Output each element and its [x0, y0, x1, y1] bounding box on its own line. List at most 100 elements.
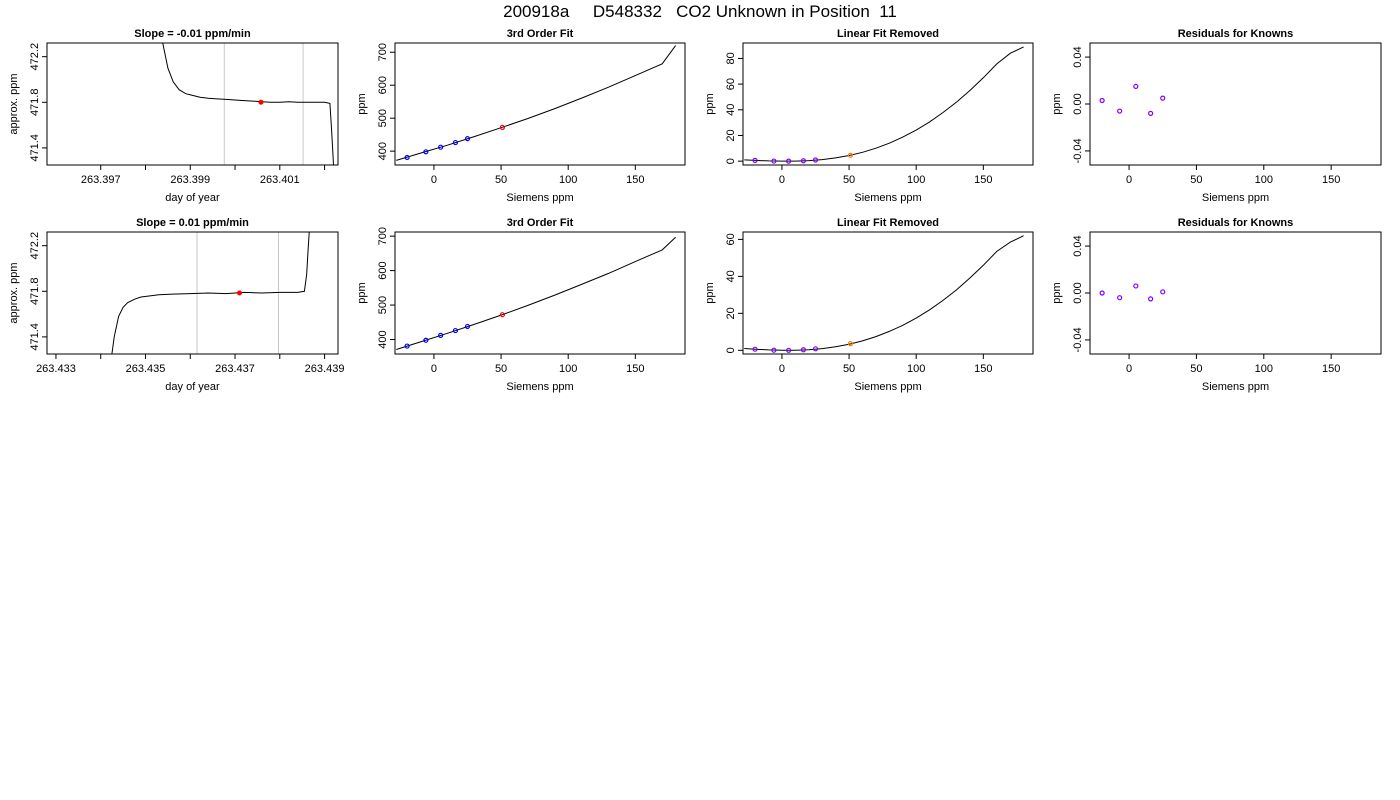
known-point	[800, 347, 807, 353]
x-axis-label: day of year	[165, 192, 220, 204]
chart-panel-r2c3: Linear Fit Removed 0 50 100 150 Siemens ppm 0 2…	[704, 217, 1034, 393]
plot-area	[111, 232, 310, 354]
y-axis-label: ppm	[1051, 93, 1063, 114]
data-trace	[111, 232, 310, 354]
plot-area	[744, 235, 1024, 353]
chart-title: 3rd Order Fit	[507, 28, 574, 40]
known-point	[1160, 95, 1166, 101]
y-tick-label: 40	[725, 270, 737, 282]
x-tick-label: 263.397	[81, 174, 121, 186]
y-axis-label: ppm	[704, 282, 716, 303]
unknown-point	[499, 312, 506, 318]
x-tick-label: 150	[1322, 174, 1340, 186]
chart-panel-r1c2: 3rd Order Fit 0 50 100 150 Siemens ppm 400 500 6…	[356, 28, 686, 204]
x-axis-label: Siemens ppm	[854, 192, 921, 204]
y-tick-label: 0	[725, 347, 737, 353]
known-point	[1099, 97, 1105, 104]
y-tick-label: 60	[725, 78, 737, 90]
x-axis-label: Siemens ppm	[506, 381, 573, 393]
known-point	[1148, 296, 1154, 302]
y-tick-label: -0.04	[1072, 138, 1084, 163]
known-point	[786, 347, 792, 353]
known-point	[1133, 83, 1139, 90]
known-point	[771, 347, 777, 353]
x-tick-label: 0	[1126, 363, 1132, 375]
known-point	[1160, 289, 1166, 295]
plot-frame	[1089, 231, 1382, 355]
x-tick-label: 150	[626, 174, 644, 186]
plot-area	[744, 46, 1024, 164]
y-tick-label: 500	[377, 296, 389, 314]
known-point	[752, 346, 758, 352]
known-point	[452, 139, 459, 146]
y-tick-label: 0.00	[1072, 93, 1084, 114]
plot-frame	[46, 42, 339, 166]
x-tick-label: 50	[843, 363, 855, 375]
plot-area	[1099, 83, 1166, 116]
data-trace	[162, 43, 334, 165]
x-tick-label: 100	[1255, 174, 1273, 186]
x-tick-label: 50	[1190, 174, 1202, 186]
plot-area	[396, 236, 676, 350]
y-tick-label: 471.8	[29, 89, 41, 117]
x-tick-label: 150	[974, 174, 992, 186]
y-tick-label: 60	[725, 233, 737, 245]
y-tick-label: 0.04	[1072, 46, 1084, 67]
y-tick-label: 400	[377, 330, 389, 348]
x-tick-label: 100	[907, 174, 925, 186]
chart-title: Residuals for Knowns	[1178, 28, 1294, 40]
known-point	[1117, 295, 1123, 301]
unknown-point	[847, 152, 854, 158]
chart-title: Linear Fit Removed	[837, 217, 939, 229]
y-axis-label: ppm	[704, 93, 716, 114]
x-tick-label: 100	[559, 363, 577, 375]
x-axis-label: Siemens ppm	[1202, 381, 1269, 393]
y-tick-label: 80	[725, 52, 737, 64]
y-tick-label: 472.2	[29, 43, 41, 71]
y-axis-label: ppm	[1051, 282, 1063, 303]
x-axis-label: Siemens ppm	[1202, 192, 1269, 204]
fit-curve	[396, 45, 677, 161]
x-tick-label: 0	[431, 363, 437, 375]
known-point	[452, 327, 459, 334]
x-tick-label: 0	[779, 363, 785, 375]
x-tick-label: 263.433	[36, 363, 76, 375]
y-tick-label: 20	[725, 307, 737, 319]
chart-panel-r1c4: Residuals for Knowns 0 50 100 150 Siemens ppm…	[1051, 28, 1382, 204]
fit-curve	[396, 236, 676, 350]
unknown-point	[499, 124, 506, 131]
y-tick-label: 20	[725, 129, 737, 141]
x-tick-label: 263.437	[215, 363, 255, 375]
known-point	[423, 149, 429, 155]
y-tick-label: 500	[377, 109, 389, 127]
x-axis-label: day of year	[165, 381, 220, 393]
x-tick-label: 263.439	[305, 363, 345, 375]
y-tick-label: 471.4	[29, 134, 41, 162]
known-point	[464, 323, 471, 330]
x-tick-label: 263.401	[260, 174, 300, 186]
known-point	[404, 343, 410, 349]
y-tick-label: 472.2	[29, 232, 41, 260]
known-point	[786, 158, 792, 164]
known-point	[464, 136, 471, 142]
y-axis-label: ppm	[356, 282, 368, 303]
plot-frame	[394, 231, 686, 355]
x-tick-label: 100	[1255, 363, 1273, 375]
chart-panel-r2c4: Residuals for Knowns 0 50 100 150 Siemens ppm…	[1051, 217, 1382, 393]
x-tick-label: 263.435	[126, 363, 166, 375]
x-tick-label: 100	[559, 174, 577, 186]
known-point	[1117, 108, 1123, 114]
plot-frame	[394, 42, 686, 166]
x-tick-label: 0	[1126, 174, 1132, 186]
known-point	[771, 158, 777, 164]
plot-area	[1099, 283, 1166, 302]
x-tick-label: 50	[495, 363, 507, 375]
y-tick-label: 600	[377, 261, 389, 279]
y-tick-label: 700	[377, 43, 389, 61]
y-tick-label: -0.04	[1072, 327, 1084, 352]
x-tick-label: 263.399	[170, 174, 210, 186]
page-title: 200918a D548332 CO2 Unknown in Position …	[503, 2, 897, 21]
x-tick-label: 100	[907, 363, 925, 375]
y-tick-label: 0.00	[1072, 282, 1084, 303]
x-tick-label: 50	[1190, 363, 1202, 375]
